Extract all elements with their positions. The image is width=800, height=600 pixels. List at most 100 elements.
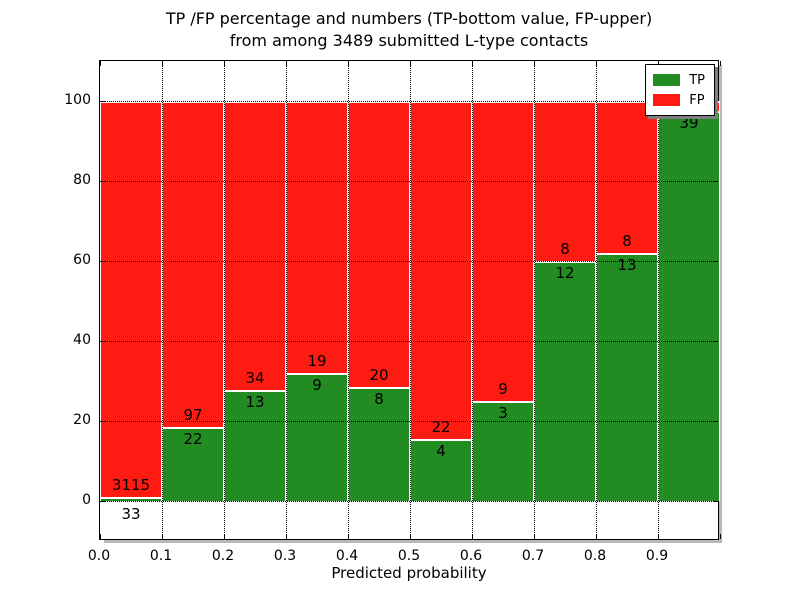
fp-count-label: 97 <box>183 406 203 424</box>
legend-item-fp: FP <box>653 90 705 110</box>
y-tick-label-40: 40 <box>73 332 91 348</box>
x-tick <box>471 61 473 66</box>
x-tick <box>409 61 411 66</box>
x-tick-label-0.8: 0.8 <box>583 548 607 564</box>
x-tick <box>719 61 721 66</box>
v-gridline-0.7 <box>534 61 535 539</box>
v-gridline-0.2 <box>224 61 225 539</box>
y-tick <box>713 100 718 102</box>
x-tick <box>161 534 163 539</box>
fp-bar-0.5-0.6 <box>410 101 472 440</box>
h-gridline-20 <box>100 421 718 422</box>
h-gridline-80 <box>100 181 718 182</box>
x-tick <box>533 61 535 66</box>
x-tick-label-0.7: 0.7 <box>521 548 545 564</box>
x-tick-label-0.9: 0.9 <box>645 548 669 564</box>
fp-bar-0.1-0.2 <box>162 101 224 427</box>
fp-bar-0.6-0.7 <box>472 101 534 401</box>
x-tick-label-0.4: 0.4 <box>335 548 359 564</box>
x-tick <box>719 534 721 539</box>
y-tick <box>100 260 105 262</box>
fp-bar-0.4-0.5 <box>348 101 410 387</box>
tp-legend-swatch <box>653 74 681 86</box>
tp-count-label: 39 <box>679 114 699 132</box>
tp-bar-0.7-0.8 <box>534 261 596 501</box>
x-tick <box>657 534 659 539</box>
x-tick <box>223 534 225 539</box>
x-tick <box>223 61 225 66</box>
h-gridline-40 <box>100 341 718 342</box>
x-tick <box>657 61 659 66</box>
fp-count-label: 22 <box>431 418 451 437</box>
tp-count-label: 3 <box>498 404 508 422</box>
tp-count-label: 33 <box>121 504 141 523</box>
tp-count-label: 8 <box>374 389 384 408</box>
x-tick <box>409 534 411 539</box>
tp-bar-0.3-0.4 <box>286 372 348 501</box>
tp-bar-0.6-0.7 <box>472 401 534 501</box>
x-tick <box>347 534 349 539</box>
x-axis-label: Predicted probability <box>331 564 487 582</box>
y-tick-label-80: 80 <box>73 172 91 188</box>
x-tick <box>99 61 101 66</box>
x-tick <box>161 61 163 66</box>
v-gridline-0.6 <box>472 61 473 539</box>
fp-legend-swatch <box>653 94 681 106</box>
fp-count-label: 19 <box>307 351 327 370</box>
v-gridline-0.5 <box>410 61 411 539</box>
fp-count-label: 20 <box>369 365 389 384</box>
v-gridline-0.1 <box>162 61 163 539</box>
y-tick-label-20: 20 <box>73 412 91 428</box>
tp-bar-0.2-0.3 <box>224 390 286 501</box>
fp-count-label: 34 <box>245 369 265 388</box>
h-gridline-60 <box>100 261 718 262</box>
y-tick <box>713 260 718 262</box>
fp-bar-0.3-0.4 <box>286 101 348 373</box>
tp-bar-0.9-1.0 <box>658 111 720 501</box>
x-tick-label-0.5: 0.5 <box>397 548 421 564</box>
y-tick <box>100 340 105 342</box>
y-tick <box>100 500 105 502</box>
fp-bar-0.0-0.1 <box>100 101 162 497</box>
x-tick-label-0.6: 0.6 <box>459 548 483 564</box>
tp-count-label: 22 <box>183 430 203 448</box>
x-tick-label-0.3: 0.3 <box>273 548 297 564</box>
tp-count-label: 9 <box>312 375 322 394</box>
fp-count-label: 8 <box>622 232 632 251</box>
x-tick-label-0.2: 0.2 <box>211 548 235 564</box>
y-tick <box>100 180 105 182</box>
y-tick <box>100 100 105 102</box>
x-tick-label-0.1: 0.1 <box>149 548 173 564</box>
x-tick <box>471 534 473 539</box>
y-tick-label-0: 0 <box>82 492 91 508</box>
x-tick <box>347 61 349 66</box>
x-tick <box>533 534 535 539</box>
legend-item-tp: TP <box>653 70 705 90</box>
legend: TP FP <box>645 64 715 116</box>
fp-legend-label: FP <box>689 92 705 108</box>
fp-bar-0.2-0.3 <box>224 101 286 391</box>
v-gridline-0.9 <box>658 61 659 539</box>
h-gridline-0 <box>100 501 718 502</box>
y-tick <box>713 340 718 342</box>
fp-bar-0.8-0.9 <box>596 101 658 254</box>
tp-bar-0.0-0.1 <box>100 497 162 501</box>
v-gridline-0.4 <box>348 61 349 539</box>
plot-area: 33 3115 22 97 13 34 9 19 8 20 4 22 3 9 12 8 13 8 39 TP FP <box>99 60 721 540</box>
tp-count-label: 13 <box>245 393 265 412</box>
v-gridline-0.3 <box>286 61 287 539</box>
y-tick <box>713 180 718 182</box>
tp-count-label: 4 <box>436 442 446 461</box>
fp-count-label: 8 <box>560 240 570 258</box>
y-tick-label-100: 100 <box>64 92 91 108</box>
fp-count-label: 9 <box>498 380 508 398</box>
tp-count-label: 13 <box>617 256 637 275</box>
chart-title: TP /FP percentage and numbers (TP-bottom… <box>99 8 719 52</box>
chart-title-line2: from among 3489 submitted L-type contact… <box>229 31 589 50</box>
v-gridline-0.8 <box>596 61 597 539</box>
x-tick <box>595 61 597 66</box>
x-tick <box>285 534 287 539</box>
y-tick-label-60: 60 <box>73 252 91 268</box>
tp-bar-0.8-0.9 <box>596 253 658 501</box>
